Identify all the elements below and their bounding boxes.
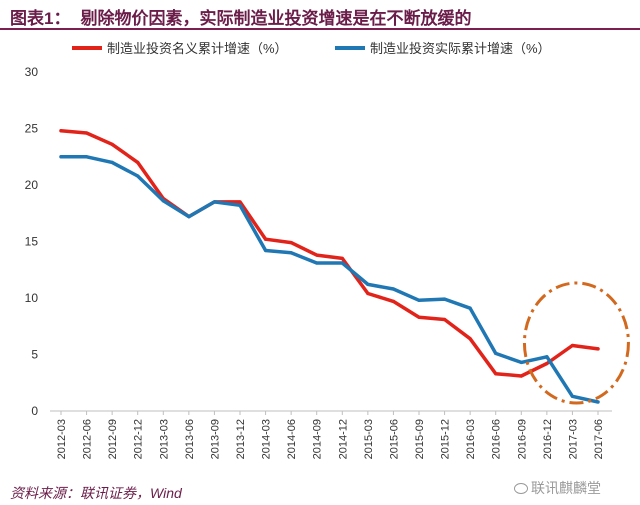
data-point xyxy=(289,251,293,255)
chart-heading: 图表1： 剔除物价因素，实际制造业投资增速是在不断放缓的 xyxy=(10,4,471,29)
watermark-text: 联讯麒麟堂 xyxy=(531,480,601,496)
data-point xyxy=(442,297,447,301)
x-tick-label: 2013-06 xyxy=(184,419,196,459)
data-point xyxy=(340,261,344,265)
data-point xyxy=(519,374,523,378)
data-point xyxy=(84,155,89,159)
data-point xyxy=(519,360,523,365)
data-point xyxy=(59,129,63,133)
data-point xyxy=(238,200,242,204)
x-tick-label: 2016-06 xyxy=(491,419,503,459)
data-point xyxy=(596,400,600,404)
data-point xyxy=(596,347,600,351)
data-point xyxy=(494,351,498,355)
data-point xyxy=(570,343,575,348)
x-tick-label: 2015-03 xyxy=(363,419,375,459)
source-note: 资料来源：联讯证券，Wind xyxy=(10,485,182,501)
data-point xyxy=(84,131,89,135)
figure-title: 剔除物价因素，实际制造业投资增速是在不断放缓的 xyxy=(80,9,472,28)
x-tick-label: 2013-09 xyxy=(209,419,221,459)
x-tick-label: 2017-06 xyxy=(593,419,605,459)
y-tick-label: 0 xyxy=(31,404,38,418)
data-point xyxy=(468,306,472,310)
data-point xyxy=(289,241,293,245)
wechat-icon xyxy=(514,483,528,494)
x-tick-label: 2017-03 xyxy=(567,419,579,459)
data-point xyxy=(238,203,242,207)
x-tick-label: 2016-12 xyxy=(542,419,554,459)
data-point xyxy=(263,248,268,253)
title-bar: 图表1： 剔除物价因素，实际制造业投资增速是在不断放缓的 xyxy=(0,0,640,30)
highlight-ellipse xyxy=(522,281,630,405)
data-point xyxy=(545,361,549,366)
x-tick-label: 2012-12 xyxy=(133,419,145,459)
y-tick-label: 20 xyxy=(25,178,39,192)
x-tick-label: 2012-03 xyxy=(56,419,68,459)
x-tick-label: 2012-09 xyxy=(107,419,119,459)
x-tick-label: 2012-06 xyxy=(82,419,94,459)
y-tick-label: 10 xyxy=(25,291,39,305)
data-point xyxy=(110,142,114,146)
x-tick-label: 2015-06 xyxy=(388,419,400,459)
series-line xyxy=(59,155,600,404)
x-tick-label: 2013-03 xyxy=(158,419,170,459)
legend-label: 制造业投资名义累计增速（%） xyxy=(107,41,288,56)
x-tick-label: 2016-09 xyxy=(516,419,528,459)
series-line xyxy=(59,129,600,378)
data-point xyxy=(494,372,498,376)
data-point xyxy=(391,287,396,291)
x-tick-label: 2014-09 xyxy=(312,419,324,459)
data-point xyxy=(417,298,421,302)
y-tick-label: 25 xyxy=(25,122,39,136)
data-point xyxy=(136,160,140,164)
x-tick-label: 2013-12 xyxy=(235,419,247,459)
x-tick-label: 2014-06 xyxy=(286,419,298,459)
data-point xyxy=(110,160,114,164)
data-point xyxy=(315,253,319,257)
y-tick-label: 5 xyxy=(31,348,38,362)
data-point xyxy=(187,215,191,219)
line-chart: 0 5 10 15 20 25 30 2012-03 2012-06 2012-09 2012-12… xyxy=(25,41,630,459)
x-tick-label: 2014-03 xyxy=(261,419,273,459)
x-tick-label: 2015-12 xyxy=(440,419,452,459)
data-point xyxy=(340,256,344,261)
figure-label: 图表1： xyxy=(10,9,71,28)
data-point xyxy=(570,394,575,398)
data-point xyxy=(136,174,140,178)
data-point xyxy=(391,299,396,303)
data-point xyxy=(545,355,549,359)
data-point xyxy=(315,261,319,265)
x-tick-label: 2014-12 xyxy=(337,419,349,459)
data-point xyxy=(59,155,63,159)
x-tick-label: 2015-09 xyxy=(414,419,426,459)
data-point xyxy=(212,200,217,204)
y-tick-label: 30 xyxy=(25,65,39,79)
data-point xyxy=(263,237,268,241)
data-point xyxy=(161,199,165,203)
data-point xyxy=(468,337,472,341)
legend-label: 制造业投资实际累计增速（%） xyxy=(370,41,551,56)
data-point xyxy=(417,315,421,319)
data-point xyxy=(366,291,370,296)
data-point xyxy=(442,317,447,322)
data-point xyxy=(366,282,370,287)
y-tick-label: 15 xyxy=(25,235,39,249)
x-tick-label: 2016-03 xyxy=(465,419,477,459)
watermark: 联讯麒麟堂 xyxy=(514,478,601,498)
